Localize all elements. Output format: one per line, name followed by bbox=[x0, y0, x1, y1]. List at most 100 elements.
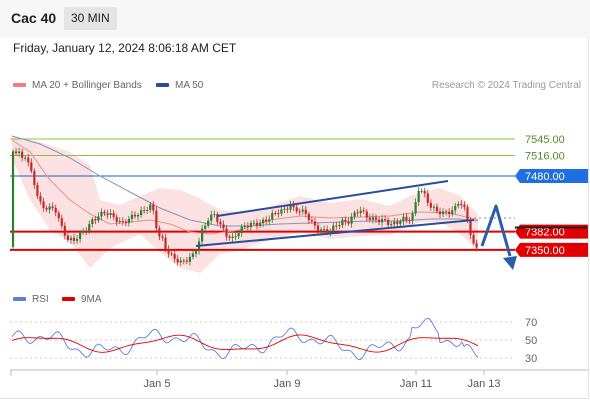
x-tick-label: Jan 13 bbox=[467, 378, 500, 390]
candle-body bbox=[460, 203, 463, 206]
candle-body bbox=[48, 206, 51, 210]
candle-body bbox=[103, 211, 106, 214]
candle-body bbox=[387, 219, 390, 226]
candle-body bbox=[435, 206, 439, 212]
candle-body bbox=[127, 218, 130, 224]
candle-body bbox=[301, 209, 304, 212]
candle-body bbox=[323, 229, 326, 231]
candle-body bbox=[57, 212, 60, 219]
rsi-panel: 70 50 30 bbox=[10, 317, 537, 365]
candle-body bbox=[262, 219, 265, 224]
candle-body bbox=[420, 190, 423, 192]
candle-body bbox=[11, 151, 15, 247]
channel-upper-line bbox=[216, 180, 449, 217]
candle-body bbox=[106, 213, 109, 215]
candle-body bbox=[310, 220, 313, 222]
level-label-pivot: 7480.00 bbox=[525, 171, 565, 183]
ma9-swatch-icon bbox=[62, 297, 75, 302]
candle-body bbox=[66, 235, 69, 241]
header-bar: Cac 40 30 MIN bbox=[0, 0, 590, 38]
candle-body bbox=[155, 210, 158, 229]
candle-body bbox=[88, 224, 91, 232]
candle-body bbox=[161, 236, 164, 238]
candle-body bbox=[146, 210, 149, 212]
candle-body bbox=[121, 220, 124, 222]
candle-body bbox=[274, 212, 277, 214]
candle-body bbox=[316, 225, 320, 232]
candle-body bbox=[249, 223, 252, 227]
candle-body bbox=[441, 211, 445, 215]
candle-body bbox=[417, 191, 420, 203]
candle-body bbox=[414, 202, 417, 214]
candle-body bbox=[109, 213, 112, 215]
candle-body bbox=[280, 209, 283, 214]
candle-body bbox=[24, 157, 27, 159]
candle-body bbox=[344, 219, 347, 222]
candle-body bbox=[149, 204, 152, 211]
candle-body bbox=[225, 228, 228, 237]
candle-body bbox=[45, 207, 48, 210]
candle-body bbox=[21, 151, 24, 158]
candle-body bbox=[332, 225, 335, 232]
candle-body bbox=[240, 226, 243, 234]
rsi-line bbox=[11, 317, 479, 361]
candle-body bbox=[69, 237, 73, 241]
candle-body bbox=[265, 219, 268, 222]
legend-ma20: MA 20 + Bollinger Bands bbox=[13, 80, 142, 91]
candle-body bbox=[63, 225, 66, 236]
candle-body bbox=[207, 220, 210, 226]
candle-body bbox=[347, 221, 350, 224]
candle-body bbox=[365, 211, 368, 218]
candle-body bbox=[182, 260, 185, 262]
candle-body bbox=[94, 219, 97, 221]
candle-body bbox=[469, 220, 472, 236]
candle-body bbox=[399, 221, 402, 224]
legend-rsi-label: RSI bbox=[32, 294, 49, 305]
candle-body bbox=[176, 258, 179, 263]
level-tag-pivot: 7480.00 bbox=[515, 168, 588, 183]
candle-body bbox=[91, 219, 94, 225]
candle-body bbox=[341, 219, 344, 226]
candle-body bbox=[115, 216, 118, 222]
chart-datetime: Friday, January 12, 2024 8:06:18 AM CET bbox=[13, 41, 237, 55]
candle-body bbox=[222, 224, 225, 229]
candle-body bbox=[350, 216, 353, 224]
candle-body bbox=[292, 204, 295, 208]
candle-body bbox=[216, 214, 219, 222]
candle-body bbox=[286, 208, 289, 210]
candle-body bbox=[466, 207, 469, 221]
candle-body bbox=[335, 225, 338, 227]
projection-arrow-icon bbox=[503, 256, 517, 270]
candle-body bbox=[246, 225, 249, 227]
candle-body bbox=[130, 214, 134, 219]
candle-body bbox=[362, 210, 365, 212]
legend-9ma-label: 9MA bbox=[81, 294, 102, 305]
legend-ma20-label: MA 20 + Bollinger Bands bbox=[32, 80, 142, 91]
candle-body bbox=[164, 237, 167, 249]
candle-body bbox=[307, 213, 310, 221]
candle-body bbox=[402, 216, 405, 222]
candle-body bbox=[283, 208, 286, 210]
candle-body bbox=[179, 260, 182, 263]
candle-body bbox=[475, 243, 478, 248]
level-tag-support: 7350.00 bbox=[515, 242, 588, 257]
timeframe-button[interactable]: 30 MIN bbox=[64, 7, 117, 30]
legend-ma50-label: MA 50 bbox=[175, 80, 204, 91]
candle-body bbox=[194, 251, 198, 254]
candle-body bbox=[252, 222, 256, 224]
candle-body bbox=[454, 205, 457, 211]
candle-body bbox=[426, 193, 429, 203]
candle-body bbox=[438, 211, 442, 215]
candle-body bbox=[243, 225, 246, 227]
candle-body bbox=[213, 214, 216, 216]
candle-body bbox=[170, 253, 173, 255]
rsi-9ma-line bbox=[11, 334, 479, 353]
candle-body bbox=[14, 151, 18, 154]
candle-body bbox=[384, 219, 387, 221]
candle-body bbox=[219, 221, 222, 225]
candle-body bbox=[374, 217, 378, 220]
candle-body bbox=[82, 230, 85, 233]
bollinger-band bbox=[12, 136, 478, 273]
ma20-swatch-icon bbox=[13, 83, 26, 88]
